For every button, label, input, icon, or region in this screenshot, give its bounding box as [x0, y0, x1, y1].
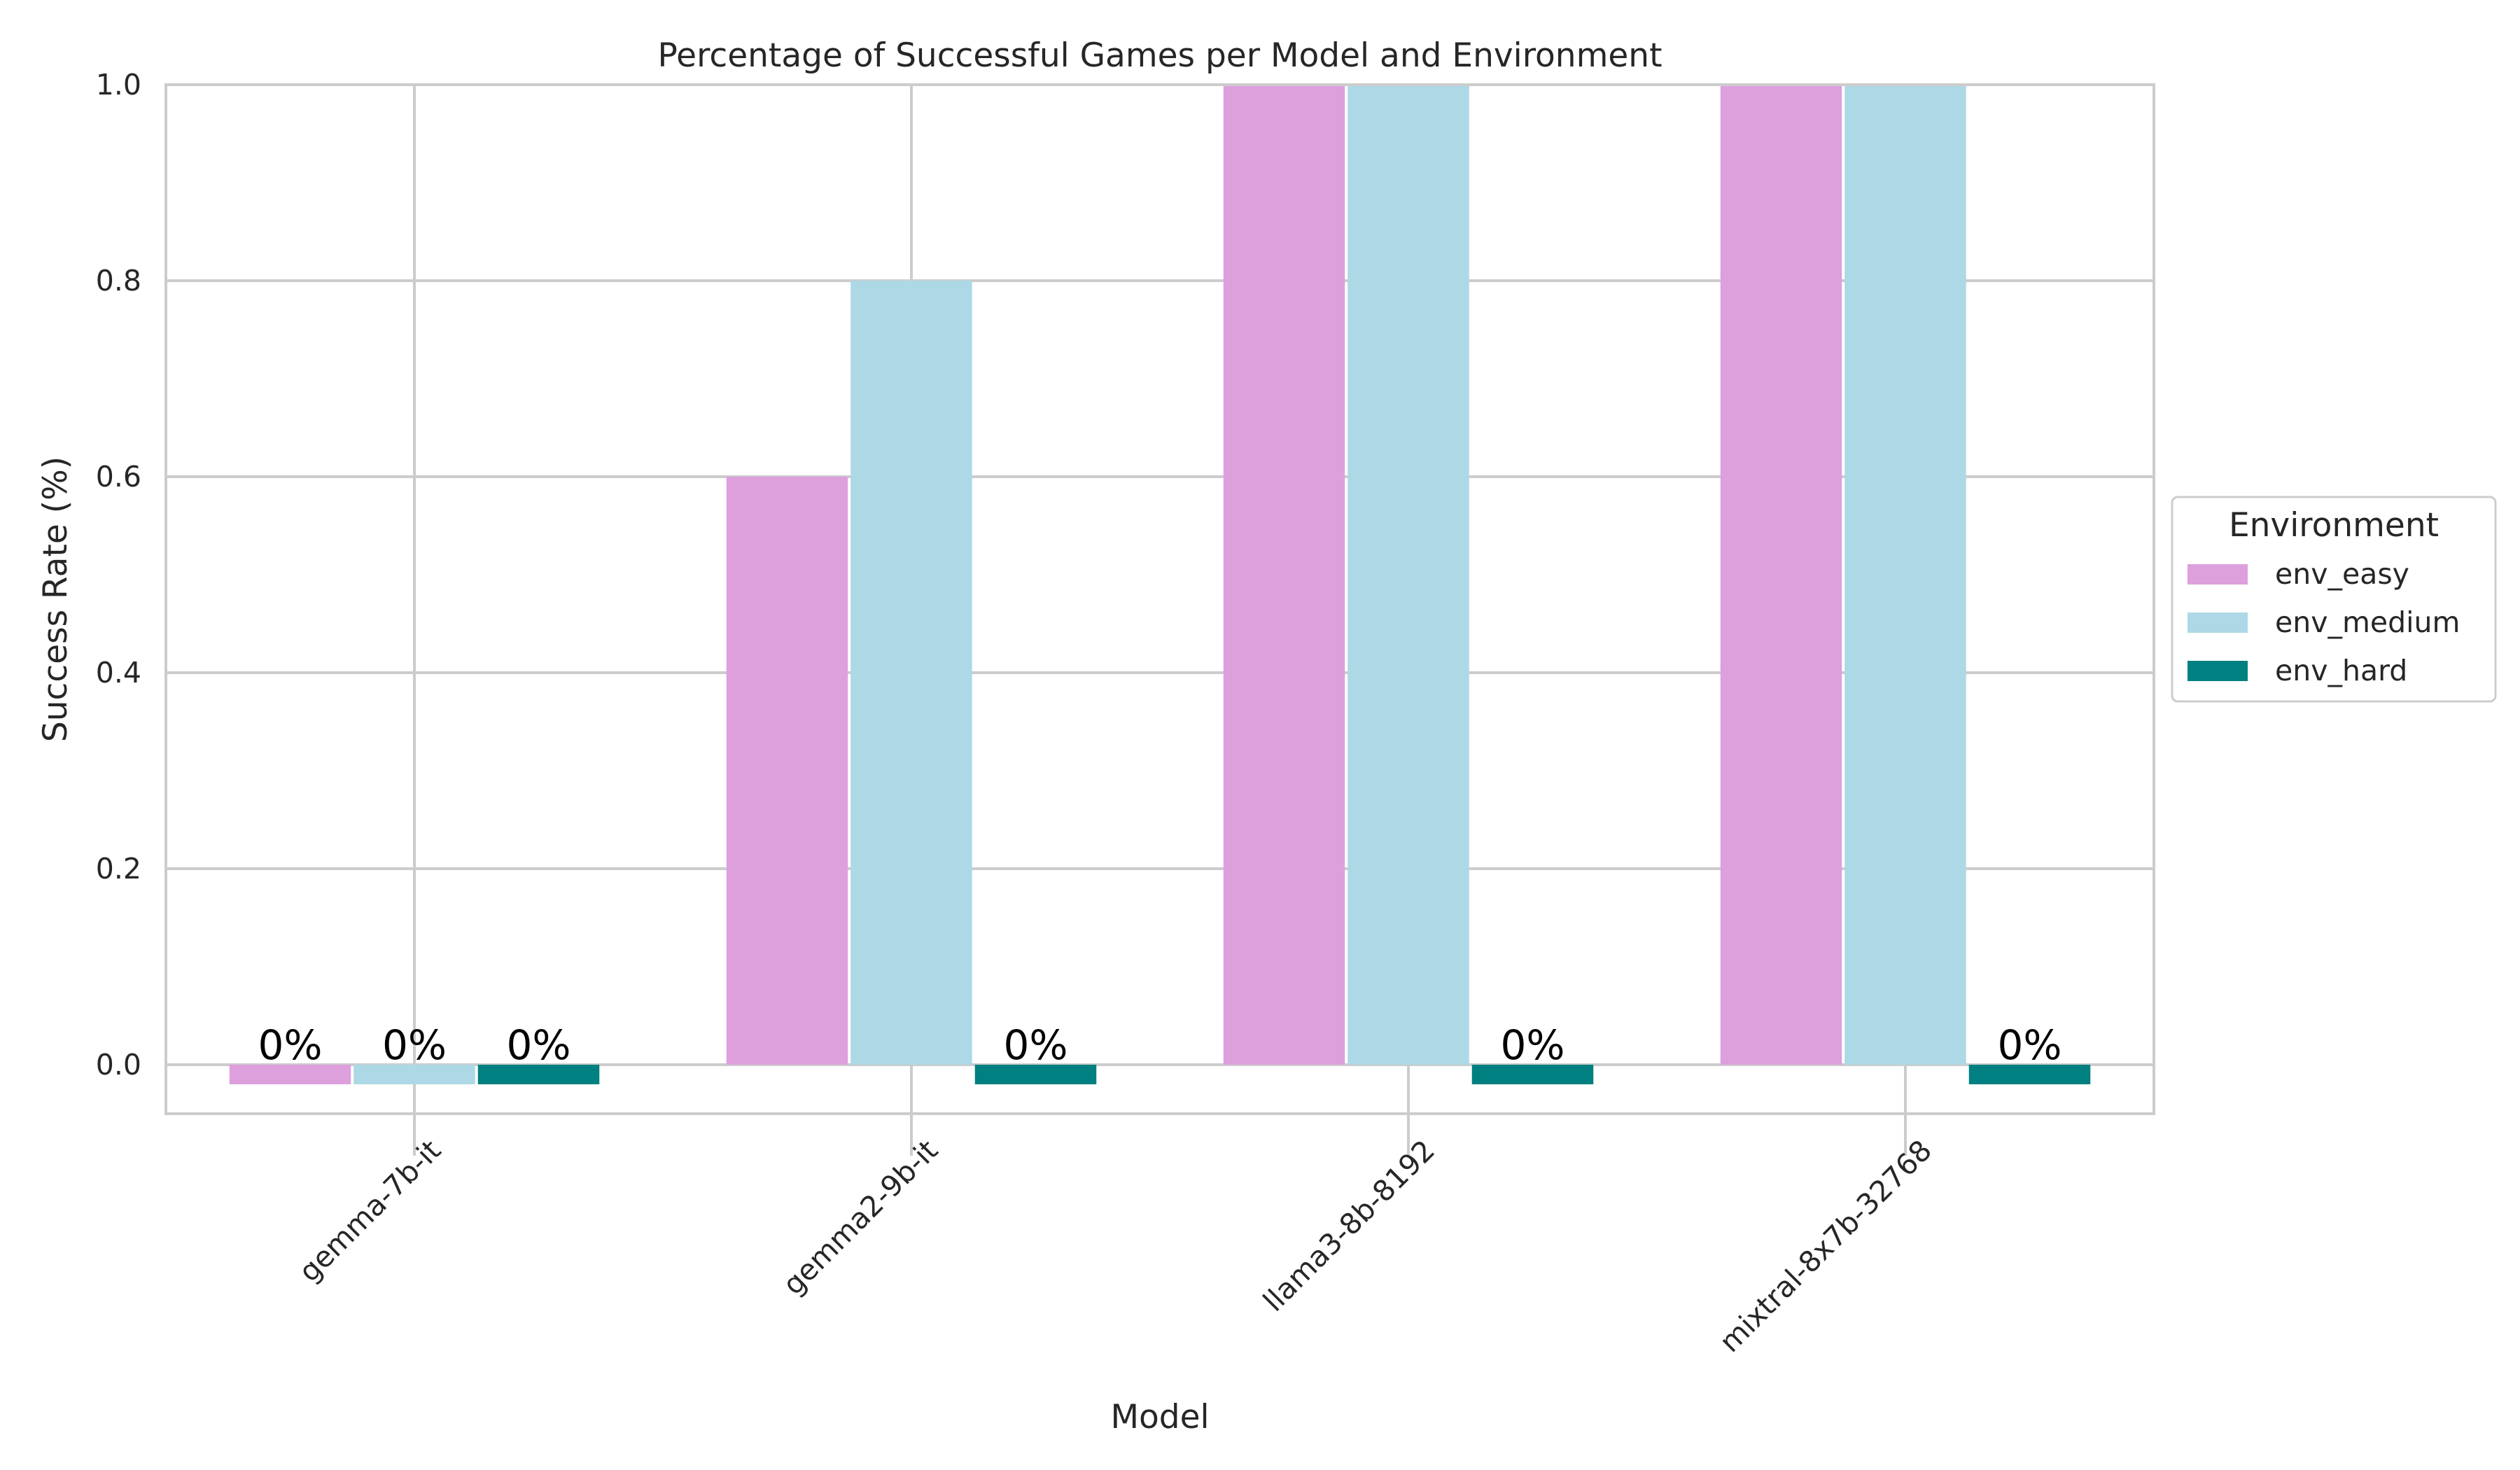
legend-swatch-env_medium [2188, 612, 2248, 633]
data-label: 0% [382, 1021, 447, 1069]
bar-env_hard-mixtral-8x7b-32768 [1968, 1065, 2091, 1084]
x-tick-labels: gemma-7b-it gemma2-9b-it llama3-8b-8192 mix… [292, 1114, 1938, 1359]
chart-title: Percentage of Successful Games per Model… [658, 36, 1662, 75]
bar-env_easy-gemma2-9b-it [726, 477, 848, 1065]
x-axis-label: Model [1110, 1398, 1209, 1436]
legend-title: Environment [2229, 506, 2439, 545]
bar-env_hard-llama3-8b-8192 [1471, 1065, 1594, 1084]
bar-env_hard-gemma-7b-it [477, 1065, 600, 1084]
bar-env_hard-gemma2-9b-it [974, 1065, 1097, 1084]
y-tick-label: 0.0 [96, 1048, 141, 1082]
data-label: 0% [1003, 1021, 1068, 1069]
bar-env_easy-mixtral-8x7b-32768 [1720, 85, 1842, 1065]
bar-env_medium-gemma-7b-it [354, 1065, 475, 1084]
bar-env_medium-llama3-8b-8192 [1348, 85, 1469, 1065]
y-tick-label: 0.6 [96, 460, 141, 493]
x-tick-label: gemma-7b-it [292, 1133, 447, 1289]
y-tick-labels: 0.0 0.2 0.4 0.6 0.8 1.0 [96, 68, 141, 1082]
legend-box [2171, 496, 2497, 703]
y-tick-label: 0.8 [96, 264, 141, 298]
bar-env_medium-mixtral-8x7b-32768 [1844, 85, 1966, 1065]
data-label: 0% [258, 1021, 322, 1069]
y-tick-label: 0.4 [96, 656, 141, 690]
bar-env_easy-llama3-8b-8192 [1223, 85, 1345, 1065]
data-label: 0% [1500, 1021, 1564, 1069]
x-tick-label: gemma2-9b-it [776, 1133, 944, 1301]
legend: Environment env_easy env_medium env_hard [2171, 496, 2497, 703]
y-tick-label: 1.0 [96, 68, 141, 102]
data-labels: 0% 0% 0% 0% 0% 0% [258, 1021, 2062, 1069]
bar-env_medium-gemma2-9b-it [850, 281, 972, 1065]
y-tick-label: 0.2 [96, 852, 141, 886]
y-axis-label: Success Rate (%) [36, 456, 75, 742]
legend-swatch-env_hard [2188, 661, 2248, 681]
legend-items: env_easy env_medium env_hard [2188, 557, 2460, 687]
x-tick-label: llama3-8b-8192 [1256, 1133, 1441, 1318]
legend-label-env_hard: env_hard [2275, 654, 2407, 687]
plot-frame [164, 83, 2155, 1115]
legend-label-env_medium: env_medium [2275, 606, 2460, 639]
bar-env_easy-gemma-7b-it [229, 1065, 351, 1084]
data-label: 0% [506, 1021, 570, 1069]
legend-label-env_easy: env_easy [2275, 557, 2409, 591]
legend-swatch-env_easy [2188, 564, 2248, 584]
data-label: 0% [1997, 1021, 2062, 1069]
bars [229, 85, 2091, 1084]
x-tick-label: mixtral-8x7b-32768 [1713, 1133, 1938, 1359]
